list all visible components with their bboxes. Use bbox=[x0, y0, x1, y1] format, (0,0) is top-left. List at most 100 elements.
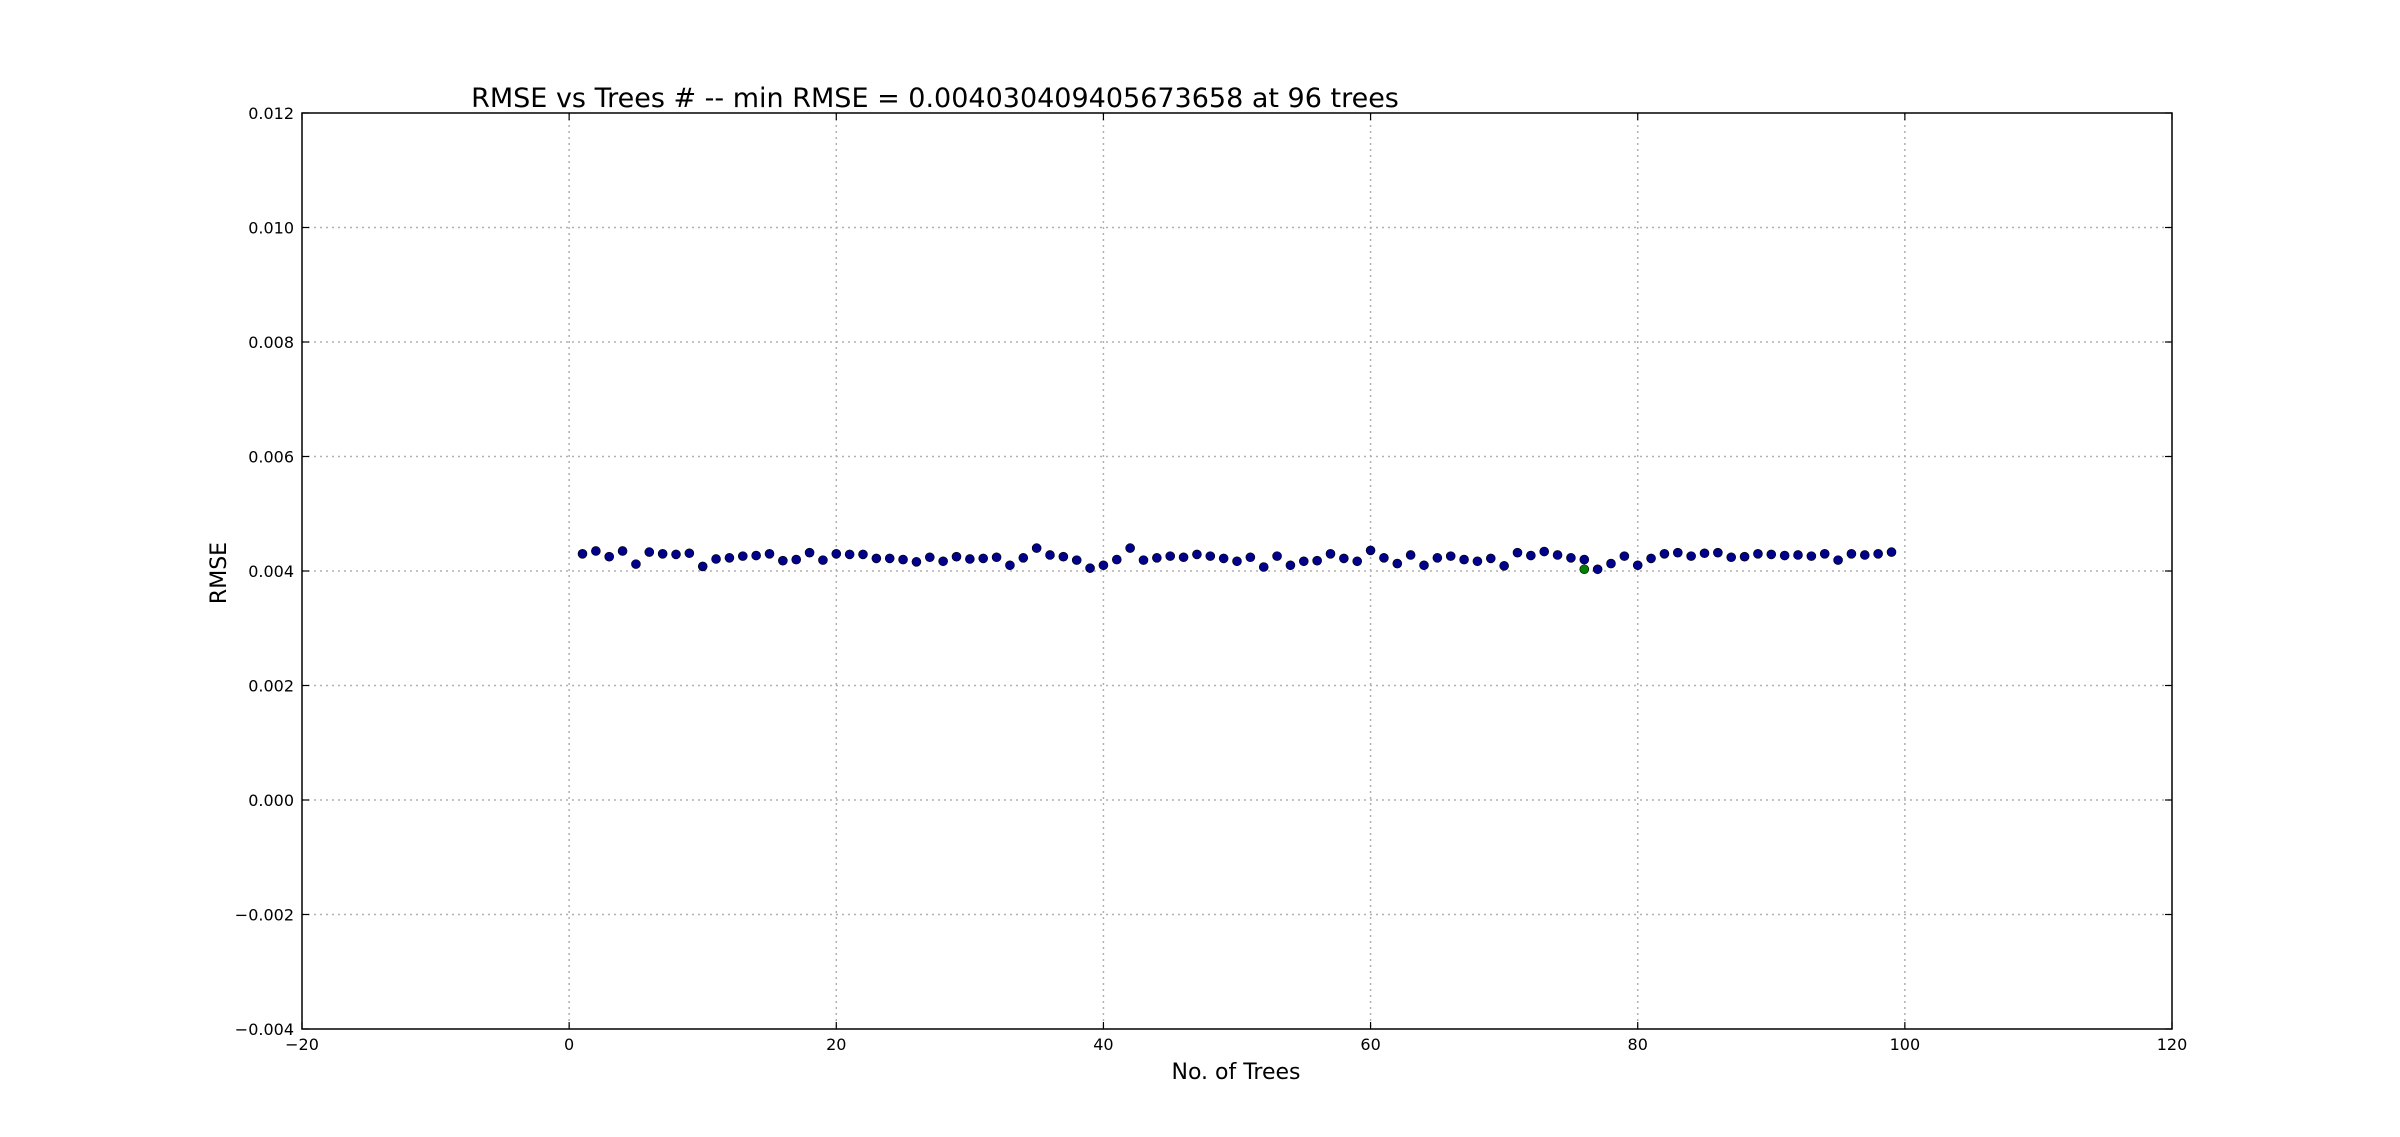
rmse-point bbox=[1686, 551, 1696, 561]
rmse-point bbox=[844, 549, 855, 560]
rmse-point bbox=[1138, 555, 1149, 565]
rmse-point bbox=[1298, 556, 1309, 567]
rmse-point bbox=[657, 549, 668, 559]
rmse-point bbox=[804, 547, 815, 558]
rmse-point bbox=[1071, 555, 1082, 565]
rmse-point bbox=[1405, 550, 1416, 560]
rmse-point bbox=[1512, 547, 1523, 558]
x-tick-label: 80 bbox=[1628, 1035, 1648, 1054]
y-tick-label: −0.004 bbox=[235, 1020, 294, 1039]
rmse-point bbox=[924, 552, 935, 563]
rmse-point bbox=[1218, 553, 1229, 564]
x-tick-label: 0 bbox=[564, 1035, 574, 1054]
rmse-point bbox=[1819, 549, 1830, 559]
rmse-point bbox=[1165, 551, 1176, 561]
rmse-point bbox=[1793, 550, 1803, 560]
y-axis-label: RMSE bbox=[207, 542, 232, 604]
x-tick-label: 40 bbox=[1093, 1035, 1113, 1054]
rmse-point bbox=[1713, 547, 1723, 558]
rmse-point bbox=[791, 554, 802, 565]
rmse-point bbox=[1085, 563, 1095, 573]
rmse-point bbox=[1245, 552, 1256, 563]
rmse-point bbox=[978, 553, 989, 564]
rmse-point bbox=[1459, 554, 1469, 565]
rmse-point bbox=[1592, 564, 1603, 575]
rmse-point bbox=[1646, 553, 1656, 564]
rmse-point bbox=[965, 554, 975, 564]
axis-ticks bbox=[301, 112, 2173, 1030]
rmse-point bbox=[1726, 552, 1737, 563]
data-points bbox=[577, 543, 1897, 575]
rmse-point bbox=[831, 549, 842, 559]
rmse-point bbox=[1352, 556, 1363, 567]
rmse-point bbox=[1339, 553, 1349, 564]
x-tick-label: 60 bbox=[1360, 1035, 1380, 1054]
rmse-point bbox=[1806, 551, 1817, 561]
y-tick-label: 0.004 bbox=[248, 562, 294, 581]
rmse-point bbox=[1111, 554, 1122, 565]
rmse-point bbox=[1566, 553, 1576, 563]
rmse-point bbox=[1031, 543, 1042, 553]
rmse-point bbox=[1753, 549, 1763, 559]
x-axis-label: No. of Trees bbox=[1171, 1060, 1300, 1085]
grid-lines bbox=[302, 113, 2172, 1029]
rmse-point bbox=[1606, 558, 1616, 569]
rmse-point bbox=[1445, 551, 1456, 561]
rmse-point bbox=[1579, 554, 1590, 565]
rmse-point bbox=[1005, 560, 1015, 571]
rmse-point bbox=[911, 557, 922, 567]
rmse-point bbox=[1672, 547, 1683, 558]
rmse-point bbox=[1539, 546, 1550, 557]
rmse-point bbox=[1152, 553, 1162, 563]
rmse-point bbox=[1659, 549, 1670, 559]
y-tick-label: 0.010 bbox=[248, 219, 294, 238]
y-tick-label: 0.000 bbox=[248, 791, 294, 810]
rmse-point bbox=[1766, 549, 1777, 560]
rmse-point bbox=[1178, 552, 1189, 563]
rmse-point bbox=[858, 549, 868, 560]
rmse-point bbox=[1485, 553, 1496, 564]
rmse-point bbox=[577, 549, 588, 559]
rmse-point bbox=[1739, 551, 1750, 562]
rmse-point bbox=[1192, 549, 1202, 560]
rmse-point bbox=[1325, 549, 1336, 559]
rmse-point bbox=[671, 549, 681, 560]
rmse-point bbox=[724, 553, 735, 563]
rmse-point bbox=[1312, 555, 1322, 566]
rmse-point bbox=[1779, 550, 1790, 561]
plot-frame bbox=[301, 112, 2173, 1030]
min-rmse-point bbox=[1579, 564, 1590, 575]
rmse-point bbox=[591, 546, 601, 556]
rmse-point bbox=[884, 553, 895, 564]
x-tick-label: −20 bbox=[285, 1035, 319, 1054]
rmse-point bbox=[1632, 560, 1643, 571]
rmse-point bbox=[1258, 562, 1269, 572]
rmse-point bbox=[697, 561, 708, 572]
rmse-point bbox=[951, 551, 962, 562]
rmse-point bbox=[1205, 551, 1216, 561]
rmse-point bbox=[751, 550, 761, 561]
rmse-point bbox=[1873, 549, 1883, 559]
rmse-point bbox=[1833, 555, 1843, 565]
rmse-point bbox=[898, 554, 908, 565]
rmse-point bbox=[938, 556, 948, 567]
rmse-point bbox=[711, 554, 721, 564]
rmse-point bbox=[644, 547, 655, 557]
rmse-point bbox=[1846, 549, 1857, 559]
rmse-point bbox=[991, 552, 1002, 563]
rmse-point bbox=[1365, 545, 1376, 556]
rmse-point bbox=[1419, 560, 1429, 571]
rmse-point bbox=[1699, 548, 1710, 559]
rmse-point bbox=[1619, 551, 1630, 561]
y-tick-label: 0.008 bbox=[248, 333, 294, 352]
rmse-point bbox=[1552, 550, 1563, 560]
rmse-point bbox=[1272, 551, 1282, 561]
rmse-point bbox=[1125, 543, 1135, 553]
rmse-point bbox=[737, 551, 748, 561]
x-tick-label: 20 bbox=[826, 1035, 846, 1054]
rmse-point bbox=[1232, 556, 1242, 567]
rmse-point bbox=[1058, 551, 1069, 562]
rmse-point bbox=[631, 559, 641, 569]
rmse-point bbox=[1526, 550, 1536, 561]
